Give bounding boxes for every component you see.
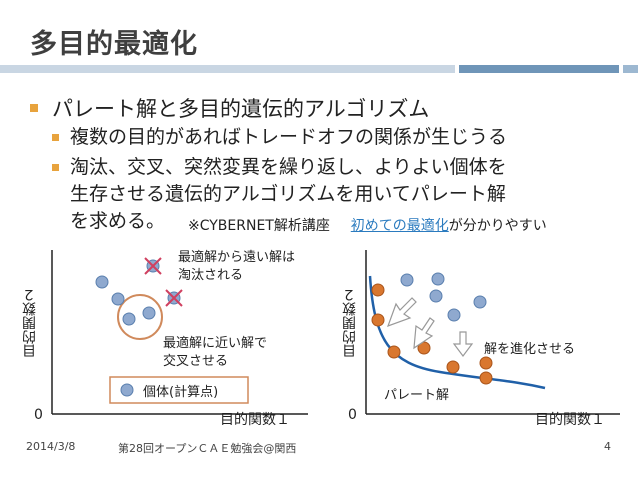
annotation-near-2: 交叉させる xyxy=(163,354,229,369)
band-segment xyxy=(623,65,638,73)
annotation-far-2: 淘汰される xyxy=(178,268,244,283)
page-number: 4 xyxy=(604,440,611,453)
evolve-arrow-icon xyxy=(386,297,417,328)
eliminate-cross-icon xyxy=(165,289,183,307)
evolve-arrow-icon xyxy=(452,331,474,357)
evolved-point xyxy=(371,313,385,327)
right-chart xyxy=(365,250,620,415)
left-y-label: 目的関数２ xyxy=(22,288,38,358)
evolved-point xyxy=(446,360,460,374)
sub-bullet-2-line3: を求める。 xyxy=(70,210,166,232)
evolved-point xyxy=(371,283,385,297)
bullet-main: パレート解と多目的遺伝的アルゴリズム xyxy=(52,97,430,121)
evolved-point xyxy=(387,345,401,359)
left-origin: 0 xyxy=(34,407,43,423)
left-chart xyxy=(51,250,308,415)
crossover-circle xyxy=(117,294,163,340)
population-point xyxy=(122,312,136,326)
footer-date: 2014/3/8 xyxy=(26,440,76,453)
pareto-label: パレート解 xyxy=(384,388,450,403)
evolve-arrow-icon xyxy=(413,317,435,350)
population-point xyxy=(95,275,109,289)
note-prefix: ※CYBERNET解析講座 xyxy=(188,218,330,234)
right-x-label: 目的関数１ xyxy=(535,412,605,428)
eliminate-cross-icon xyxy=(144,257,162,275)
evolve-label: 解を進化させる xyxy=(484,342,576,357)
note-suffix: が分かりやすい xyxy=(448,218,547,234)
legend-point-icon xyxy=(120,383,134,397)
population-point xyxy=(111,292,125,306)
left-x-label: 目的関数１ xyxy=(220,412,290,428)
annotation-near-1: 最適解に近い解で xyxy=(163,336,268,351)
footer-event: 第28回オープンＣＡＥ勉強会@関西 xyxy=(118,442,297,455)
population-point xyxy=(429,289,443,303)
title-band xyxy=(0,65,638,73)
population-point xyxy=(142,306,156,320)
right-y-label: 目的関数２ xyxy=(342,288,358,358)
population-point xyxy=(473,295,487,309)
evolved-point xyxy=(479,371,493,385)
evolved-point xyxy=(479,356,493,370)
sub-bullet-icon xyxy=(52,164,59,171)
sub-bullet-2-line2: 生存させる遺伝的アルゴリズムを用いてパレート解 xyxy=(70,183,506,205)
population-point xyxy=(447,308,461,322)
annotation-far-1: 最適解から遠い解は xyxy=(178,250,296,265)
band-segment xyxy=(459,65,619,73)
reference-note: ※CYBERNET解析講座 初めての最適化が分かりやすい xyxy=(188,215,547,235)
right-origin: 0 xyxy=(348,407,357,423)
population-point xyxy=(400,273,414,287)
legend-box xyxy=(109,376,249,404)
sub-bullet-icon xyxy=(52,134,59,141)
population-point xyxy=(431,272,445,286)
page-title: 多目的最適化 xyxy=(30,29,198,60)
reference-link[interactable]: 初めての最適化 xyxy=(350,218,449,234)
sub-bullet-2-line1: 淘汰、交叉、突然変異を繰り返し、よりよい個体を xyxy=(70,156,507,178)
band-segment xyxy=(0,65,455,73)
sub-bullet-1: 複数の目的があればトレードオフの関係が生じうる xyxy=(70,126,508,148)
legend-label: 個体(計算点) xyxy=(143,385,219,400)
bullet-icon xyxy=(30,104,38,112)
